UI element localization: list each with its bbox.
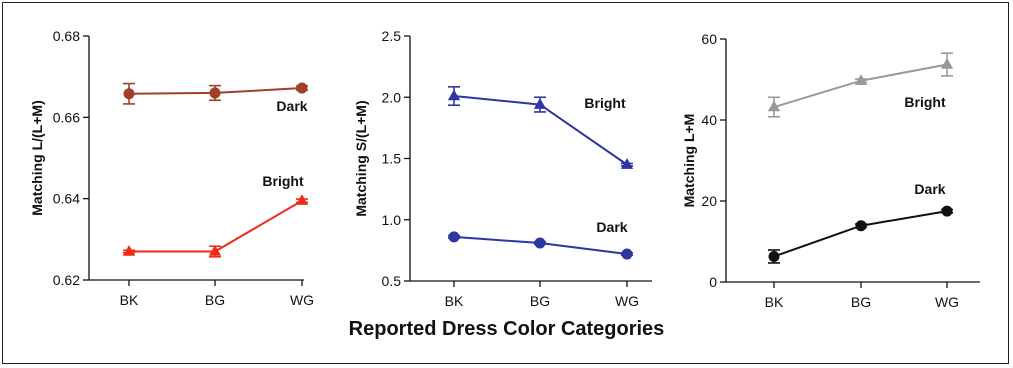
data-point — [941, 205, 953, 217]
y-axis-label: Matching S/(L+M) — [353, 100, 369, 216]
series-dark: Dark — [768, 181, 953, 264]
series-label: Bright — [584, 95, 626, 111]
series-dark: Dark — [448, 219, 633, 260]
data-point — [767, 100, 781, 112]
series-label: Dark — [596, 219, 627, 235]
y-tick-label: 20 — [701, 193, 717, 209]
data-point — [296, 82, 308, 94]
chart-2: 0.5 1.0 1.5 2.0 2.5 BK BG WG Matching S/(L+M) Bri… — [353, 28, 652, 309]
data-point — [620, 158, 634, 169]
data-point — [533, 98, 547, 109]
data-point — [534, 237, 546, 249]
series-bright: Bright — [122, 173, 309, 258]
y-tick-label: 2.5 — [382, 28, 402, 44]
chart-1: 0.62 0.64 0.66 0.68 BK BG WG Matching L/(L+M) Da… — [29, 28, 314, 308]
y-tick-label: 0.68 — [53, 28, 80, 44]
y-tick-label: 0.66 — [53, 109, 80, 125]
series-line — [129, 199, 303, 253]
y-tick-label: 0.64 — [53, 191, 80, 207]
data-point — [940, 58, 954, 69]
x-tick-label: WG — [615, 293, 639, 309]
y-tick-label: 0.62 — [53, 272, 80, 288]
y-tick-label: 40 — [701, 112, 717, 128]
series-label: Dark — [914, 181, 945, 197]
x-tick-label: BG — [851, 294, 871, 310]
series-label: Dark — [276, 98, 307, 114]
data-point — [768, 250, 780, 262]
series-label: Bright — [262, 173, 304, 189]
y-tick-label: 0 — [709, 274, 717, 290]
figure-frame — [2, 2, 1009, 364]
x-axis-label: Reported Dress Color Categories — [348, 318, 665, 340]
y-axis-label: Matching L/(L+M) — [29, 100, 45, 216]
data-point — [209, 87, 221, 99]
y-axis-label: Matching L+M — [681, 114, 697, 208]
data-point — [854, 74, 868, 85]
data-point — [295, 194, 309, 205]
series-label: Bright — [904, 94, 946, 110]
chart-3: 0 20 40 60 BK BG WG Matching L+M Bright Dark — [681, 31, 980, 310]
y-tick-label: 2.0 — [382, 89, 402, 105]
x-tick-label: WG — [290, 292, 314, 308]
y-tick-label: 1.0 — [382, 212, 402, 228]
x-tick-label: WG — [935, 294, 959, 310]
series-bright: Bright — [447, 86, 634, 169]
x-tick-label: BG — [530, 293, 550, 309]
data-point — [447, 89, 461, 101]
data-point — [621, 248, 633, 260]
y-tick-label: 0.5 — [382, 273, 402, 289]
data-point — [123, 88, 135, 100]
series-bright: Bright — [767, 52, 954, 118]
data-point — [208, 245, 222, 256]
series-dark: Dark — [123, 82, 308, 114]
series-line — [773, 210, 948, 258]
x-tick-label: BK — [765, 294, 784, 310]
y-tick-label: 1.5 — [382, 151, 402, 167]
x-tick-label: BK — [445, 293, 464, 309]
y-tick-label: 60 — [701, 31, 717, 47]
x-tick-label: BK — [120, 292, 139, 308]
x-tick-label: BG — [205, 292, 225, 308]
data-point — [122, 245, 136, 256]
data-point — [855, 220, 867, 232]
data-point — [448, 231, 460, 243]
